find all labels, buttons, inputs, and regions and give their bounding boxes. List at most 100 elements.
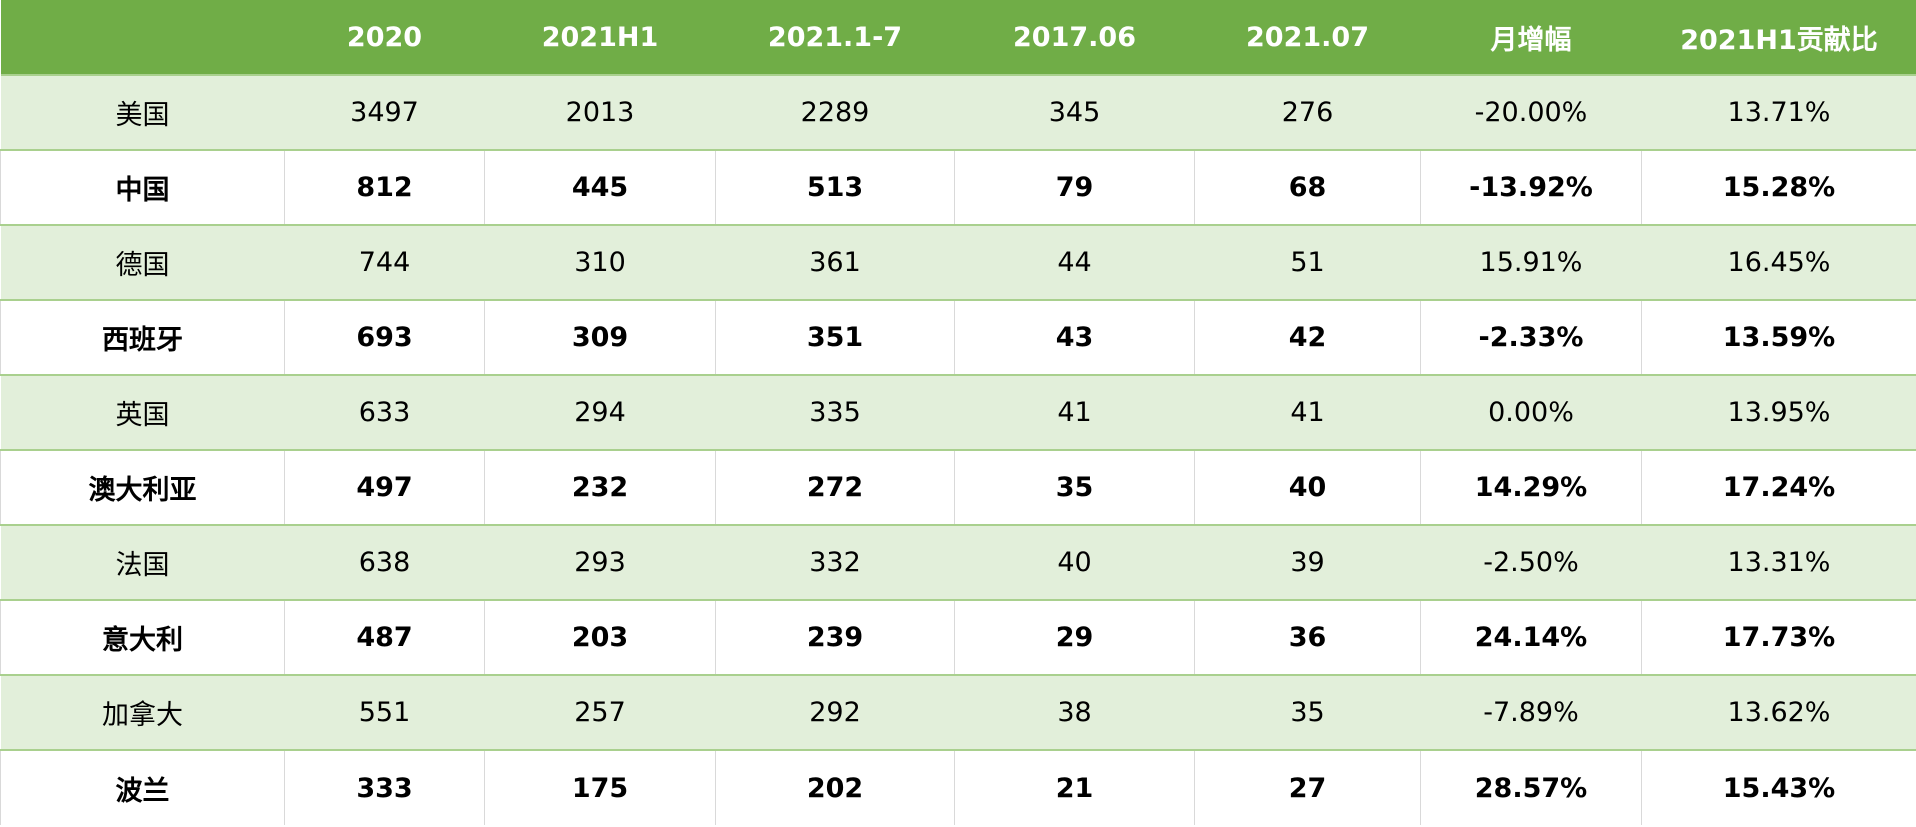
value-cell: 203	[484, 600, 716, 675]
value-cell: 17.73%	[1641, 600, 1916, 675]
value-cell: 29	[954, 600, 1195, 675]
value-cell: 335	[715, 374, 955, 451]
table-row: 澳大利亚 497 232 272 35 40 14.29% 17.24%	[0, 450, 1916, 525]
value-cell: 43	[954, 300, 1195, 375]
value-cell: -20.00%	[1420, 74, 1642, 151]
value-cell: 744	[284, 224, 485, 301]
value-cell: 497	[284, 450, 485, 525]
column-header: 2021H1	[484, 0, 716, 76]
value-cell: 175	[484, 750, 716, 825]
value-cell: 292	[715, 674, 955, 751]
value-cell: 293	[484, 524, 716, 601]
value-cell: 15.28%	[1641, 150, 1916, 225]
value-cell: 487	[284, 600, 485, 675]
country-cell: 波兰	[0, 750, 285, 825]
value-cell: 27	[1194, 750, 1421, 825]
value-cell: 2013	[484, 74, 716, 151]
value-cell: 44	[954, 224, 1195, 301]
table-row: 德国 744 310 361 44 51 15.91% 16.45%	[0, 224, 1916, 301]
value-cell: 14.29%	[1420, 450, 1642, 525]
country-cell: 西班牙	[0, 300, 285, 375]
value-cell: 272	[715, 450, 955, 525]
country-cell: 澳大利亚	[0, 450, 285, 525]
value-cell: 28.57%	[1420, 750, 1642, 825]
column-header: 2021.1-7	[715, 0, 955, 76]
value-cell: 13.62%	[1641, 674, 1916, 751]
value-cell: 693	[284, 300, 485, 375]
value-cell: 812	[284, 150, 485, 225]
value-cell: 24.14%	[1420, 600, 1642, 675]
value-cell: 15.91%	[1420, 224, 1642, 301]
column-header: 月增幅	[1420, 0, 1642, 76]
value-cell: 309	[484, 300, 716, 375]
value-cell: 39	[1194, 524, 1421, 601]
value-cell: 257	[484, 674, 716, 751]
value-cell: 21	[954, 750, 1195, 825]
value-cell: 13.31%	[1641, 524, 1916, 601]
value-cell: 239	[715, 600, 955, 675]
value-cell: 35	[954, 450, 1195, 525]
table-row: 意大利 487 203 239 29 36 24.14% 17.73%	[0, 600, 1916, 675]
value-cell: 0.00%	[1420, 374, 1642, 451]
table-row: 美国 3497 2013 2289 345 276 -20.00% 13.71%	[0, 74, 1916, 151]
value-cell: 551	[284, 674, 485, 751]
value-cell: 333	[284, 750, 485, 825]
value-cell: 332	[715, 524, 955, 601]
value-cell: 40	[1194, 450, 1421, 525]
country-cell: 加拿大	[0, 674, 285, 751]
value-cell: 3497	[284, 74, 485, 151]
value-cell: 202	[715, 750, 955, 825]
value-cell: -2.50%	[1420, 524, 1642, 601]
header-row: 2020 2021H1 2021.1-7 2017.06 2021.07 月增幅 2021H…	[0, 0, 1916, 76]
value-cell: 35	[1194, 674, 1421, 751]
value-cell: 68	[1194, 150, 1421, 225]
column-header: 2021.07	[1194, 0, 1421, 76]
table-row: 法国 638 293 332 40 39 -2.50% 13.31%	[0, 524, 1916, 601]
value-cell: 310	[484, 224, 716, 301]
value-cell: 345	[954, 74, 1195, 151]
column-header: 2017.06	[954, 0, 1195, 76]
value-cell: 17.24%	[1641, 450, 1916, 525]
column-header	[0, 0, 285, 76]
value-cell: 232	[484, 450, 716, 525]
value-cell: 36	[1194, 600, 1421, 675]
value-cell: -7.89%	[1420, 674, 1642, 751]
table-row: 西班牙 693 309 351 43 42 -2.33% 13.59%	[0, 300, 1916, 375]
column-header: 2020	[284, 0, 485, 76]
value-cell: -13.92%	[1420, 150, 1642, 225]
country-cell: 意大利	[0, 600, 285, 675]
table-row: 中国 812 445 513 79 68 -13.92% 15.28%	[0, 150, 1916, 225]
table-row: 波兰 333 175 202 21 27 28.57% 15.43%	[0, 750, 1916, 825]
value-cell: 16.45%	[1641, 224, 1916, 301]
value-cell: 638	[284, 524, 485, 601]
value-cell: 2289	[715, 74, 955, 151]
value-cell: 361	[715, 224, 955, 301]
value-cell: -2.33%	[1420, 300, 1642, 375]
country-cell: 美国	[0, 74, 285, 151]
value-cell: 13.59%	[1641, 300, 1916, 375]
table-row: 英国 633 294 335 41 41 0.00% 13.95%	[0, 374, 1916, 451]
value-cell: 276	[1194, 74, 1421, 151]
value-cell: 41	[1194, 374, 1421, 451]
country-cell: 中国	[0, 150, 285, 225]
value-cell: 51	[1194, 224, 1421, 301]
value-cell: 41	[954, 374, 1195, 451]
value-cell: 79	[954, 150, 1195, 225]
value-cell: 351	[715, 300, 955, 375]
column-header: 2021H1贡献比	[1641, 0, 1916, 76]
country-cell: 英国	[0, 374, 285, 451]
value-cell: 15.43%	[1641, 750, 1916, 825]
value-cell: 13.71%	[1641, 74, 1916, 151]
value-cell: 13.95%	[1641, 374, 1916, 451]
value-cell: 38	[954, 674, 1195, 751]
country-cell: 德国	[0, 224, 285, 301]
value-cell: 42	[1194, 300, 1421, 375]
value-cell: 445	[484, 150, 716, 225]
country-cell: 法国	[0, 524, 285, 601]
value-cell: 294	[484, 374, 716, 451]
value-cell: 513	[715, 150, 955, 225]
table-row: 加拿大 551 257 292 38 35 -7.89% 13.62%	[0, 674, 1916, 751]
value-cell: 40	[954, 524, 1195, 601]
value-cell: 633	[284, 374, 485, 451]
